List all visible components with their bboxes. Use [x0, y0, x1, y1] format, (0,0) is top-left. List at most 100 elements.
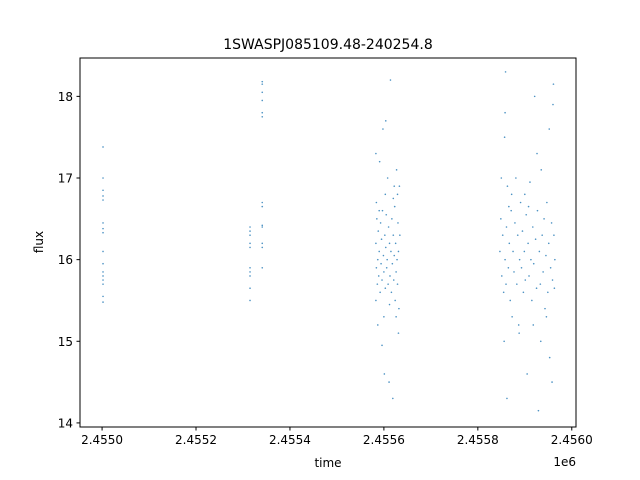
data-point	[390, 250, 392, 253]
data-point	[249, 234, 251, 236]
data-point	[249, 267, 251, 269]
data-point	[398, 307, 400, 310]
data-point	[531, 299, 533, 302]
y-tick-label: 14	[58, 416, 73, 430]
data-point	[261, 226, 264, 228]
data-point	[392, 234, 395, 236]
data-point	[377, 230, 380, 232]
data-point	[510, 193, 513, 196]
data-point	[379, 222, 382, 224]
data-point	[389, 275, 391, 277]
data-point	[500, 177, 503, 179]
data-point	[526, 373, 528, 375]
data-point	[389, 79, 392, 81]
data-point	[102, 283, 104, 285]
data-point	[396, 193, 399, 196]
data-point	[398, 185, 401, 187]
data-point	[386, 177, 389, 179]
data-point	[514, 222, 516, 224]
data-point	[102, 199, 104, 201]
data-point	[397, 250, 400, 253]
x-tick-label: 2.4552	[175, 433, 217, 447]
data-point	[395, 271, 397, 273]
data-point	[503, 340, 505, 343]
data-point	[539, 340, 542, 343]
data-point	[102, 195, 104, 197]
data-point	[375, 242, 377, 245]
data-points	[102, 71, 556, 412]
data-point	[553, 234, 555, 236]
data-point	[249, 246, 251, 249]
data-point	[534, 238, 537, 241]
data-point	[522, 291, 525, 294]
data-point	[261, 111, 264, 114]
data-point	[382, 128, 384, 130]
data-point	[391, 218, 393, 220]
data-point	[504, 111, 506, 114]
data-point	[499, 250, 501, 253]
data-point	[102, 301, 104, 303]
data-point	[508, 205, 510, 208]
data-point	[387, 283, 389, 285]
data-point	[524, 279, 527, 281]
data-point	[531, 226, 534, 228]
data-point	[528, 275, 530, 277]
data-point	[521, 230, 524, 232]
data-point	[391, 262, 394, 265]
data-point	[102, 275, 104, 277]
data-point	[375, 267, 378, 269]
data-point	[501, 234, 504, 236]
data-point	[527, 205, 530, 208]
data-point	[551, 279, 554, 281]
data-point	[546, 201, 548, 204]
data-point	[381, 344, 383, 347]
data-point	[375, 152, 377, 155]
data-point	[520, 267, 523, 269]
data-point	[395, 169, 398, 171]
data-point	[529, 181, 531, 183]
data-point	[384, 234, 386, 236]
data-point	[516, 283, 518, 285]
x-tick-label: 2.4560	[551, 433, 593, 447]
data-point	[376, 283, 379, 285]
chart-title: 1SWASPJ085109.48-240254.8	[223, 37, 432, 53]
data-point	[511, 315, 513, 318]
data-point	[387, 226, 390, 228]
data-point	[102, 271, 104, 273]
data-point	[393, 185, 396, 187]
data-point	[508, 242, 511, 245]
data-point	[382, 254, 385, 257]
data-point	[547, 291, 549, 294]
data-point	[261, 115, 264, 118]
data-point	[249, 226, 251, 228]
data-point	[517, 324, 520, 326]
data-point	[509, 299, 512, 302]
data-point	[545, 254, 547, 257]
data-point	[261, 99, 264, 102]
data-point	[504, 258, 506, 261]
data-point	[500, 218, 502, 220]
data-point	[102, 262, 104, 265]
data-point	[392, 279, 395, 281]
data-point	[394, 242, 397, 245]
data-point	[261, 91, 264, 94]
data-point	[551, 381, 553, 383]
data-point	[388, 303, 391, 306]
data-point	[249, 230, 251, 232]
data-point	[554, 258, 556, 261]
data-point	[388, 242, 391, 245]
data-point	[376, 324, 379, 326]
y-tick-label: 18	[58, 90, 73, 104]
data-point	[518, 332, 520, 334]
data-point	[375, 201, 378, 204]
data-point	[102, 222, 104, 224]
data-point	[102, 250, 104, 253]
data-point	[261, 205, 264, 208]
data-point	[513, 271, 515, 273]
data-point	[383, 373, 386, 375]
data-point	[510, 209, 512, 212]
data-point	[532, 262, 535, 265]
data-point	[527, 242, 529, 245]
data-point	[536, 209, 539, 212]
